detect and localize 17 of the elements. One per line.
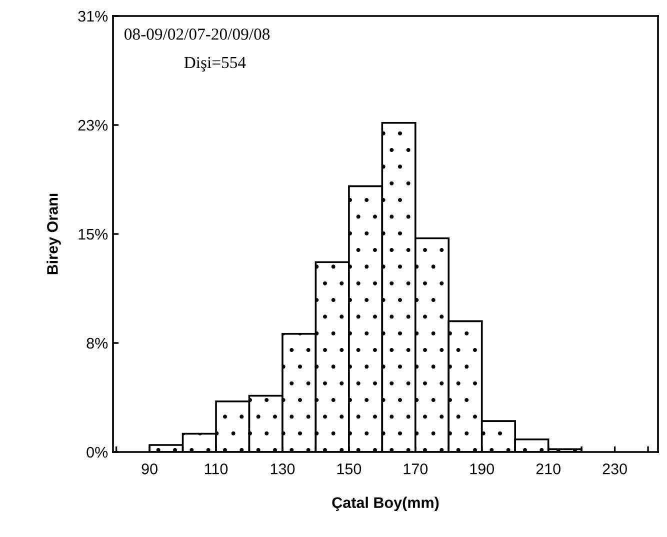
x-axis-title: Çatal Boy(mm) — [332, 496, 439, 512]
y-axis-title: Birey Oranı — [46, 194, 61, 274]
x-tick-label: 170 — [404, 464, 428, 474]
y-tick-label: 31% — [78, 10, 108, 22]
x-tick-label: 150 — [337, 464, 362, 474]
x-tick-label: 210 — [536, 464, 560, 474]
annotation: Dişi=554 — [184, 56, 246, 72]
y-tick-label: 0% — [86, 446, 108, 458]
y-tick-label: 23% — [78, 120, 108, 131]
x-tick-label: 230 — [602, 464, 627, 474]
x-tick-label: 110 — [205, 464, 228, 474]
x-tick-label: 90 — [142, 464, 158, 474]
annotation: 08-09/02/07-20/09/08 — [124, 28, 270, 40]
y-tick-label: 8% — [86, 338, 108, 349]
y-tick-label: 15% — [78, 228, 108, 240]
x-tick-label: 130 — [270, 464, 295, 474]
x-tick-label: 190 — [470, 464, 494, 474]
